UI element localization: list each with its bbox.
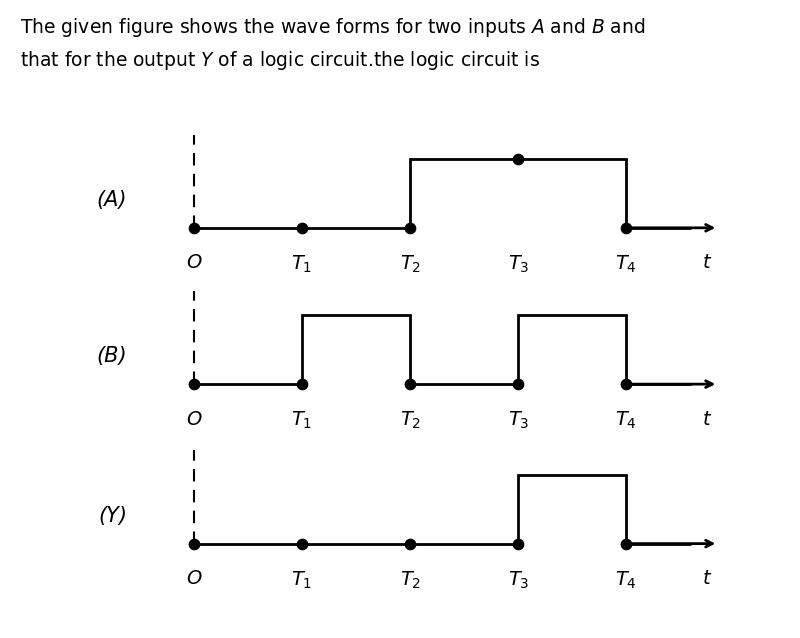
Point: [188, 538, 201, 549]
Text: $O$: $O$: [186, 253, 202, 272]
Text: (Y): (Y): [98, 506, 127, 526]
Point: [620, 379, 633, 389]
Text: $O$: $O$: [186, 410, 202, 429]
Point: [512, 379, 525, 389]
Text: $t$: $t$: [702, 410, 713, 429]
Point: [188, 223, 201, 233]
Text: $T_3$: $T_3$: [507, 569, 529, 591]
Point: [512, 154, 525, 164]
Point: [620, 223, 633, 233]
Text: $T_4$: $T_4$: [615, 253, 637, 275]
Text: $T_2$: $T_2$: [399, 410, 421, 431]
Text: $t$: $t$: [702, 569, 713, 588]
Point: [296, 538, 309, 549]
Text: $T_4$: $T_4$: [615, 410, 637, 431]
Point: [296, 379, 309, 389]
Text: $T_1$: $T_1$: [291, 410, 313, 431]
Point: [404, 538, 417, 549]
Point: [296, 223, 309, 233]
Text: $T_1$: $T_1$: [291, 253, 313, 275]
Text: $T_2$: $T_2$: [399, 253, 421, 275]
Text: $T_2$: $T_2$: [399, 569, 421, 591]
Text: $t$: $t$: [702, 253, 713, 272]
Text: $T_4$: $T_4$: [615, 569, 637, 591]
Text: $T_1$: $T_1$: [291, 569, 313, 591]
Text: (B): (B): [97, 346, 127, 366]
Point: [404, 223, 417, 233]
Text: $T_3$: $T_3$: [507, 253, 529, 275]
Point: [512, 538, 525, 549]
Point: [404, 379, 417, 389]
Point: [620, 538, 633, 549]
Point: [188, 379, 201, 389]
Text: (A): (A): [97, 190, 127, 210]
Text: $O$: $O$: [186, 569, 202, 588]
Text: The given figure shows the wave forms for two inputs $A$ and $B$ and
that for th: The given figure shows the wave forms fo…: [20, 16, 646, 72]
Text: $T_3$: $T_3$: [507, 410, 529, 431]
